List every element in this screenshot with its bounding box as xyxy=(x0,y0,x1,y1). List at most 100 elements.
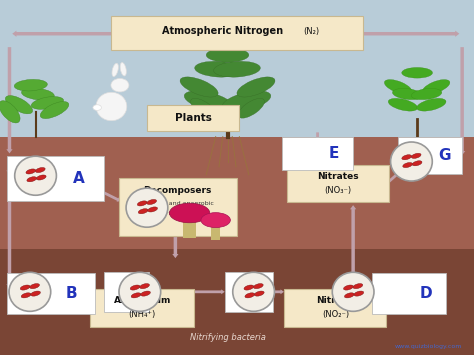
FancyBboxPatch shape xyxy=(284,289,386,327)
Ellipse shape xyxy=(9,272,51,311)
Text: (NH₄⁺): (NH₄⁺) xyxy=(128,310,156,319)
Ellipse shape xyxy=(31,291,40,296)
Ellipse shape xyxy=(21,88,55,100)
FancyBboxPatch shape xyxy=(183,215,196,238)
Ellipse shape xyxy=(184,91,233,111)
Ellipse shape xyxy=(412,161,422,166)
Ellipse shape xyxy=(238,98,264,118)
FancyBboxPatch shape xyxy=(118,178,237,236)
Text: (NO₃⁻): (NO₃⁻) xyxy=(324,186,351,195)
Ellipse shape xyxy=(392,88,423,100)
Text: Nitrates: Nitrates xyxy=(317,172,358,181)
Ellipse shape xyxy=(332,272,374,311)
Ellipse shape xyxy=(147,200,156,204)
Text: E: E xyxy=(329,146,339,161)
Ellipse shape xyxy=(36,168,45,173)
Ellipse shape xyxy=(112,63,118,77)
FancyBboxPatch shape xyxy=(147,105,239,131)
Ellipse shape xyxy=(137,201,147,206)
Ellipse shape xyxy=(141,291,150,296)
FancyBboxPatch shape xyxy=(111,16,363,50)
Ellipse shape xyxy=(20,285,30,290)
Ellipse shape xyxy=(120,62,127,76)
Ellipse shape xyxy=(206,48,249,62)
Text: (aerobic and anaerobic: (aerobic and anaerobic xyxy=(141,201,214,206)
Ellipse shape xyxy=(96,92,127,121)
FancyBboxPatch shape xyxy=(7,273,95,314)
FancyBboxPatch shape xyxy=(287,165,389,202)
Ellipse shape xyxy=(180,77,218,97)
Ellipse shape xyxy=(26,169,36,174)
Ellipse shape xyxy=(422,80,450,94)
Ellipse shape xyxy=(403,163,412,168)
Text: A: A xyxy=(73,171,85,186)
Text: F: F xyxy=(132,284,142,300)
Ellipse shape xyxy=(245,293,255,298)
Ellipse shape xyxy=(402,67,432,78)
FancyBboxPatch shape xyxy=(104,272,149,312)
Text: www.quizbiology.com: www.quizbiology.com xyxy=(395,344,462,349)
Text: C: C xyxy=(254,284,265,300)
FancyBboxPatch shape xyxy=(282,137,353,170)
Ellipse shape xyxy=(417,98,446,111)
Text: (NO₂⁻): (NO₂⁻) xyxy=(322,310,349,319)
Text: Plants: Plants xyxy=(175,113,211,123)
Text: D: D xyxy=(419,286,432,301)
Ellipse shape xyxy=(191,98,217,118)
FancyBboxPatch shape xyxy=(225,272,273,312)
Ellipse shape xyxy=(0,101,20,123)
Ellipse shape xyxy=(138,209,148,214)
Text: Nitrites: Nitrites xyxy=(316,296,355,305)
Ellipse shape xyxy=(40,102,69,119)
Text: B: B xyxy=(66,286,78,301)
Ellipse shape xyxy=(402,155,411,160)
Ellipse shape xyxy=(130,285,140,290)
Ellipse shape xyxy=(31,97,64,109)
FancyBboxPatch shape xyxy=(7,156,104,201)
Bar xyxy=(0,248,474,355)
Ellipse shape xyxy=(344,285,353,290)
Ellipse shape xyxy=(354,291,364,296)
Text: bacteria and fungi): bacteria and fungi) xyxy=(148,212,208,217)
FancyBboxPatch shape xyxy=(372,273,446,314)
Ellipse shape xyxy=(244,285,254,290)
Ellipse shape xyxy=(36,175,46,180)
Ellipse shape xyxy=(30,284,39,289)
Ellipse shape xyxy=(411,88,442,100)
Ellipse shape xyxy=(131,293,141,298)
Ellipse shape xyxy=(27,177,36,182)
Ellipse shape xyxy=(222,91,271,111)
Bar xyxy=(0,0,474,137)
Ellipse shape xyxy=(391,142,432,181)
Ellipse shape xyxy=(21,293,31,298)
FancyBboxPatch shape xyxy=(90,289,194,327)
Text: Decomposers: Decomposers xyxy=(144,186,212,195)
Ellipse shape xyxy=(384,80,412,94)
Ellipse shape xyxy=(345,293,354,298)
Ellipse shape xyxy=(15,156,56,195)
FancyBboxPatch shape xyxy=(211,222,220,240)
Ellipse shape xyxy=(353,284,363,289)
Ellipse shape xyxy=(254,284,263,289)
Ellipse shape xyxy=(93,105,101,110)
Text: (N₂): (N₂) xyxy=(303,27,319,36)
Ellipse shape xyxy=(411,153,421,158)
Ellipse shape xyxy=(170,203,210,223)
Ellipse shape xyxy=(148,207,157,212)
Ellipse shape xyxy=(233,272,274,311)
Ellipse shape xyxy=(195,61,241,77)
Ellipse shape xyxy=(214,61,260,77)
Text: Ammonium: Ammonium xyxy=(113,296,171,305)
Ellipse shape xyxy=(14,80,47,91)
Ellipse shape xyxy=(5,95,33,114)
Ellipse shape xyxy=(255,291,264,296)
FancyBboxPatch shape xyxy=(398,137,462,174)
Text: Nitrifying bacteria: Nitrifying bacteria xyxy=(190,333,265,343)
Text: G: G xyxy=(439,148,451,163)
Ellipse shape xyxy=(388,98,418,111)
Ellipse shape xyxy=(237,77,275,97)
Text: Atmospheric Nitrogen: Atmospheric Nitrogen xyxy=(162,26,283,36)
Ellipse shape xyxy=(140,284,149,289)
Ellipse shape xyxy=(126,188,168,227)
Ellipse shape xyxy=(111,78,129,92)
